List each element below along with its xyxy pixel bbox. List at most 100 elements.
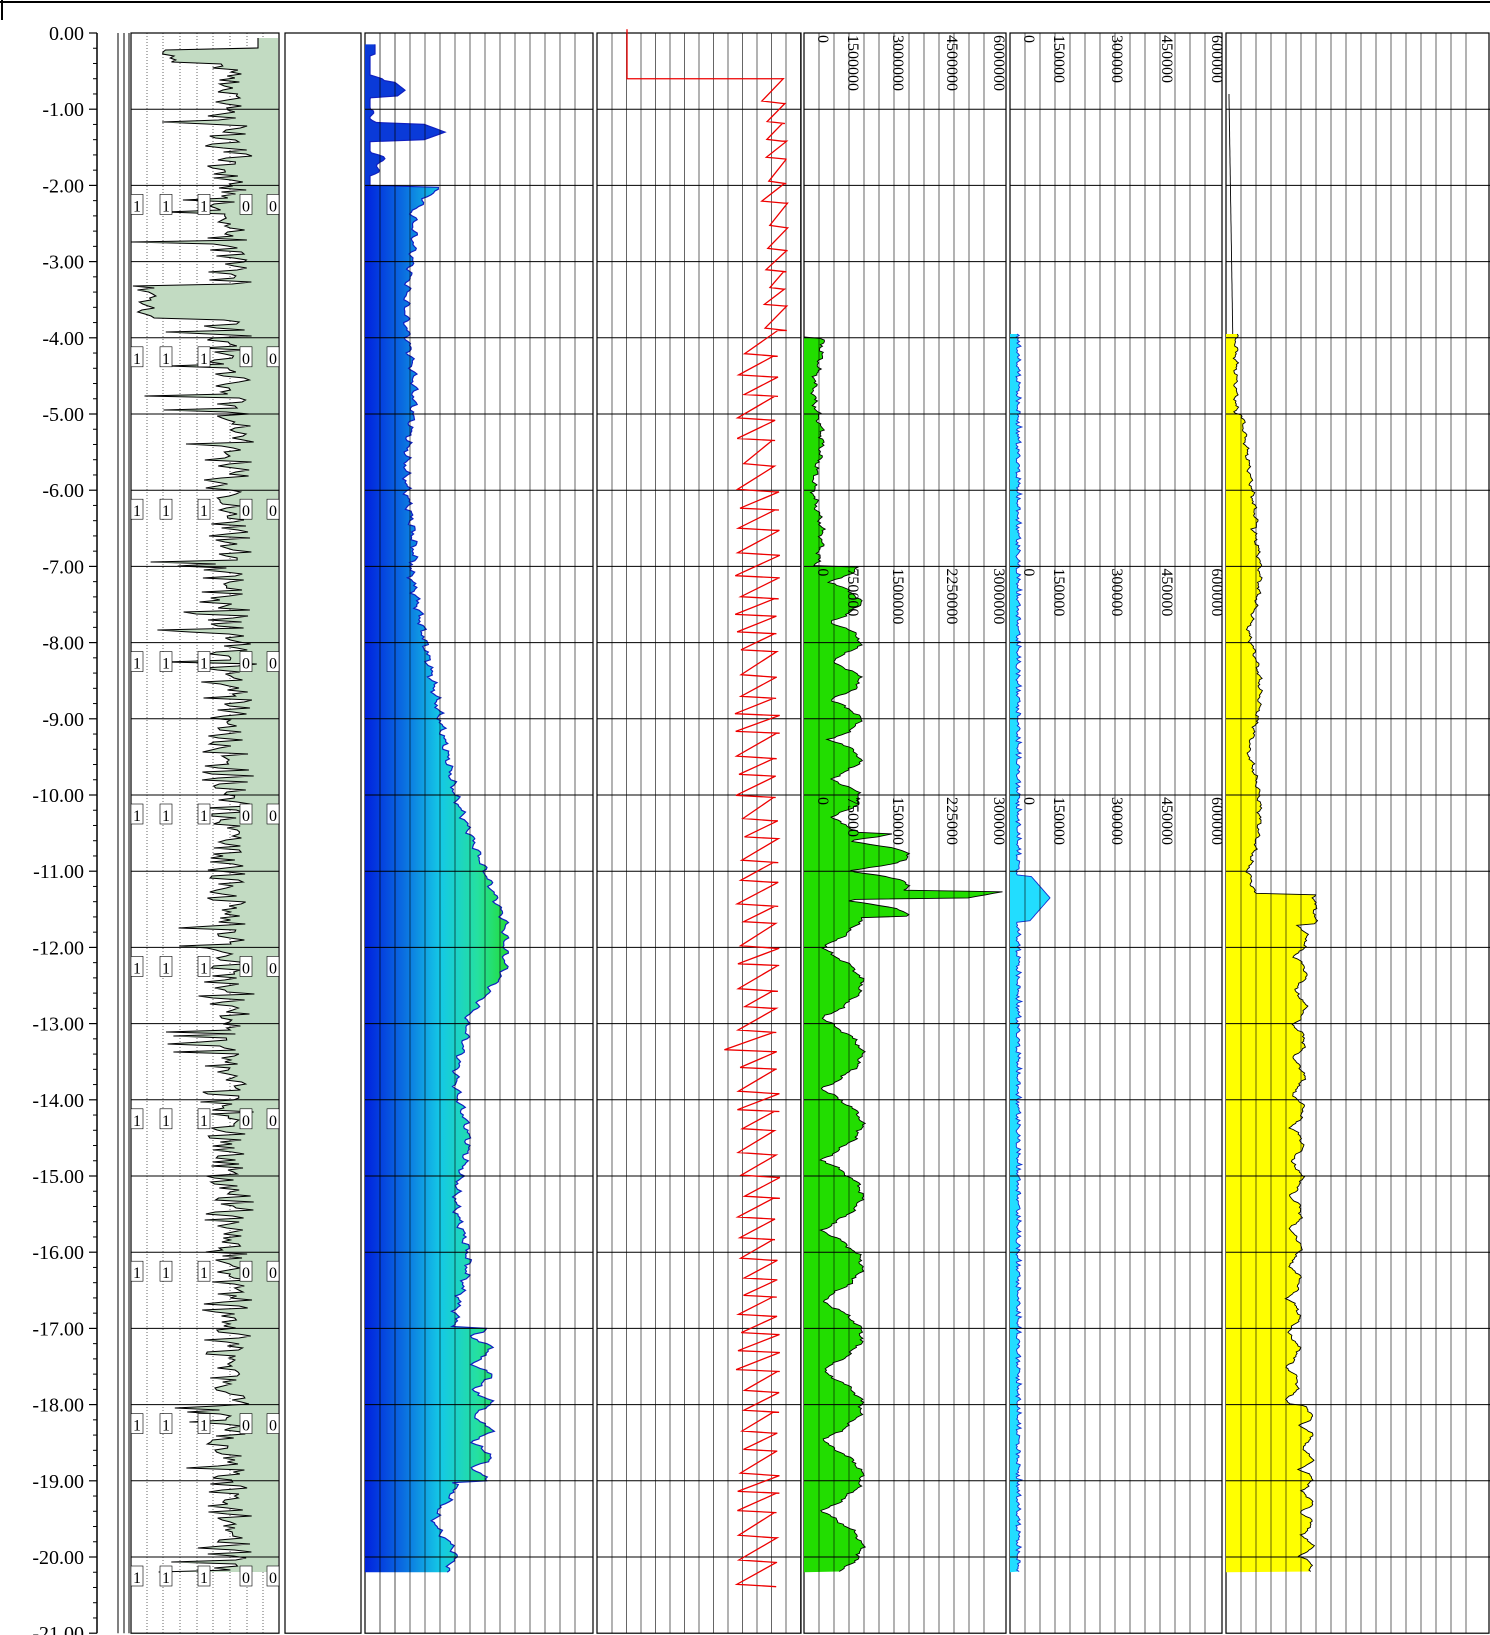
green-scale-label: 300000 [990, 797, 1007, 845]
depth-tick-label: -17.00 [32, 1318, 84, 1340]
green-scale-label: 150000 [889, 797, 906, 845]
marker-box [159, 1108, 173, 1130]
cyan-fill [1010, 333, 1050, 1573]
marker-box [159, 651, 173, 672]
marker-box [266, 803, 280, 825]
marker-box [130, 1260, 144, 1282]
green-curve [803, 334, 1003, 1572]
lithology-fill [130, 38, 278, 1572]
green-scale-label: 6000000 [990, 35, 1007, 91]
cyan-scale-label: 600000 [1208, 35, 1225, 83]
marker-label: 1 [133, 198, 141, 215]
lithology-track: 1 1 1 0 0 1 1 1 0 0 1 1 1 0 0 1 1 1 0 0 1 1 1 0 0 1 1 1 0 0 1 1 1 0 0 1 1 1 0 0… [117, 32, 280, 1634]
marker-box [239, 498, 253, 520]
green-scale-label: 0 [814, 35, 831, 43]
cyan-scale-label: 600000 [1208, 797, 1225, 845]
marker-box [130, 1565, 144, 1587]
depth-tick-label: -1.00 [42, 99, 84, 121]
marker-box [239, 1413, 253, 1434]
marker-box [130, 956, 144, 977]
depth-tick-label: -20.00 [32, 1547, 84, 1569]
yellow-track [1225, 32, 1490, 1634]
marker-label: 0 [269, 808, 277, 825]
marker-label: 0 [242, 1265, 250, 1282]
marker-label: 1 [162, 1418, 170, 1435]
cyan-scale-label: 450000 [1158, 797, 1175, 845]
marker-box [197, 1413, 211, 1434]
marker-label: 0 [242, 1113, 250, 1130]
green-scale-label: 0 [814, 568, 831, 576]
marker-box [197, 346, 211, 368]
marker-label: 1 [200, 1418, 208, 1435]
red-curve-track [596, 29, 802, 1634]
marker-label: 1 [200, 960, 208, 977]
marker-label: 1 [162, 960, 170, 977]
marker-label: 0 [269, 960, 277, 977]
cyan-scale-label: 0 [1020, 797, 1037, 805]
cyan-scale-label: 0 [1020, 35, 1037, 43]
blank-track [284, 32, 362, 1634]
marker-label: 0 [269, 1113, 277, 1130]
track-border [1009, 32, 1223, 1634]
marker-box [197, 803, 211, 825]
marker-box [130, 803, 144, 825]
marker-label: 1 [133, 960, 141, 977]
marker-label: 0 [269, 351, 277, 368]
green-fill [804, 333, 1003, 1573]
marker-box [197, 651, 211, 672]
cyan-scale-label: 150000 [1050, 35, 1067, 83]
depth-tick-label: -18.00 [32, 1395, 84, 1417]
depth-tick-label: -13.00 [32, 1014, 84, 1036]
marker-label: 1 [133, 351, 141, 368]
marker-box [197, 1565, 211, 1587]
resistivity-track [364, 32, 594, 1634]
marker-label: 0 [242, 808, 250, 825]
marker-box [239, 1565, 253, 1587]
depth-tick-label: -5.00 [42, 404, 84, 426]
marker-box [130, 194, 144, 215]
marker-box [266, 1108, 280, 1130]
yellow-upper-curve [1228, 94, 1234, 334]
depth-tick-label: -11.00 [33, 861, 84, 883]
depth-tick-label: -9.00 [42, 709, 84, 731]
marker-box [197, 1108, 211, 1130]
green-scale-label: 75000 [844, 797, 861, 837]
marker-box [159, 1565, 173, 1587]
marker-box [239, 1108, 253, 1130]
green-scale-label: 1500000 [844, 35, 861, 91]
green-scale-label: 1500000 [889, 568, 906, 624]
depth-tick-label: -10.00 [32, 785, 84, 807]
marker-box [239, 194, 253, 215]
marker-label: 1 [133, 503, 141, 520]
cyan-scale-label: 300000 [1108, 797, 1125, 845]
marker-label: 1 [162, 656, 170, 673]
depth-tick-label: -21.00 [32, 1623, 84, 1635]
depth-tick-label: -12.00 [32, 937, 84, 959]
cyan-scale-label: 150000 [1050, 797, 1067, 845]
marker-box [266, 1260, 280, 1282]
cyan-scale-label: 600000 [1208, 568, 1225, 616]
marker-box [239, 803, 253, 825]
marker-box [159, 194, 173, 215]
marker-box [266, 498, 280, 520]
resistivity-curve [369, 44, 510, 1573]
marker-label: 1 [200, 198, 208, 215]
cyan-scale-label: 450000 [1158, 568, 1175, 616]
marker-box [159, 498, 173, 520]
cyan-scale-label: 0 [1020, 568, 1037, 576]
marker-label: 1 [162, 198, 170, 215]
marker-label: 1 [162, 1570, 170, 1587]
cyan-track: 0 150000 300000 450000 600000 0 150000 300000 45… [1009, 32, 1225, 1634]
marker-box [159, 346, 173, 368]
marker-label: 1 [200, 1570, 208, 1587]
marker-label: 1 [162, 1265, 170, 1282]
green-scale-label: 3000000 [990, 568, 1007, 624]
marker-label: 0 [269, 198, 277, 215]
marker-label: 1 [133, 808, 141, 825]
marker-box [130, 651, 144, 672]
marker-label: 1 [133, 1113, 141, 1130]
marker-label: 1 [133, 1265, 141, 1282]
marker-box [266, 194, 280, 215]
marker-box [266, 1413, 280, 1434]
